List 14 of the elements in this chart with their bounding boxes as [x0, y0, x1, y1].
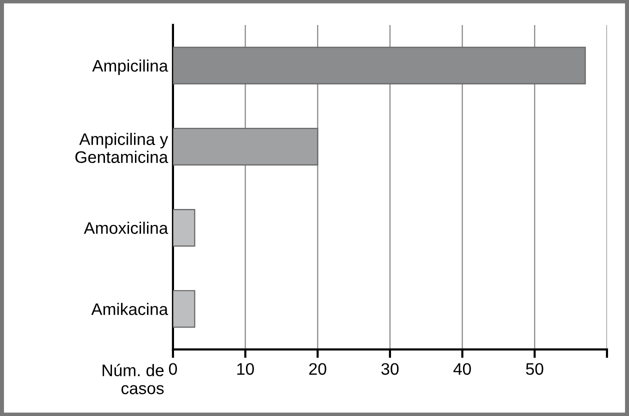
x-tick-label: 10 — [237, 363, 254, 375]
y-tick-label: Amoxicilina — [84, 222, 168, 234]
x-tick-label: 30 — [381, 363, 399, 375]
bar — [172, 128, 318, 166]
x-axis-title: Núm. de casos — [102, 364, 164, 394]
bar — [172, 208, 196, 247]
x-tick-label: 0 — [168, 363, 177, 375]
bar — [172, 290, 196, 328]
y-tick-label: Ampicilina y Gentamicina — [75, 132, 168, 164]
x-tick-label: 20 — [309, 363, 326, 375]
x-tick-label: 50 — [526, 363, 544, 375]
y-tick-label: Amikacina — [91, 302, 168, 316]
x-tick-label: 40 — [453, 363, 471, 375]
y-tick-label: Ampicilina — [92, 59, 168, 76]
